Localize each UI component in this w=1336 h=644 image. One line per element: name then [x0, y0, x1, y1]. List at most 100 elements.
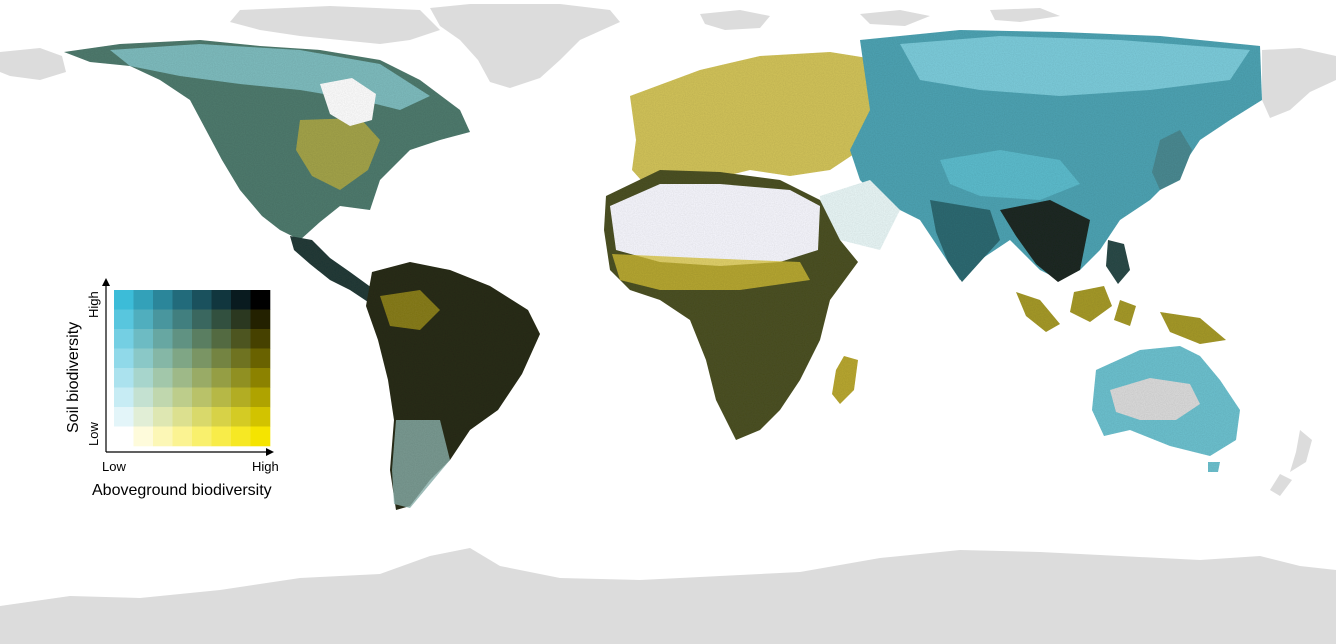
- sahel-yellow: [612, 254, 810, 290]
- new-zealand: [1270, 430, 1312, 496]
- bivariate-legend: Low High High Low Aboveground biodiversi…: [65, 278, 279, 499]
- legend-x-axis-title: Aboveground biodiversity: [92, 482, 272, 499]
- legend-x-high-label: High: [252, 459, 279, 474]
- hudson-bay: [320, 78, 376, 126]
- legend-cell: [172, 348, 193, 369]
- legend-cell: [172, 290, 193, 310]
- legend-x-low-label: Low: [102, 459, 126, 474]
- legend-cell: [114, 368, 134, 388]
- legend-cell: [211, 309, 232, 330]
- legend-cell: [114, 426, 134, 447]
- legend-cell: [192, 348, 212, 369]
- legend-cell: [114, 309, 134, 330]
- legend-cell: [231, 426, 251, 447]
- legend-cell: [114, 407, 134, 427]
- legend-color-grid: [114, 290, 271, 447]
- india: [930, 200, 1000, 282]
- legend-cell: [114, 329, 134, 349]
- legend-cell: [114, 387, 134, 408]
- legend-cell: [231, 407, 251, 427]
- legend-cell: [192, 309, 212, 330]
- madagascar: [832, 356, 858, 404]
- southeast-asia-dark: [1000, 200, 1090, 282]
- legend-cell: [211, 407, 232, 427]
- legend-cell: [211, 329, 232, 349]
- alaska-west-nodata: [0, 48, 66, 80]
- legend-cell: [250, 290, 271, 310]
- tasmania: [1208, 462, 1220, 472]
- legend-y-axis-title: Soil biodiversity: [65, 322, 82, 433]
- no-data-land: [0, 4, 1336, 644]
- legend-cell: [172, 387, 193, 408]
- legend-cell: [153, 309, 173, 330]
- legend-cell: [114, 290, 134, 310]
- legend-cell: [211, 348, 232, 369]
- legend-cell: [211, 387, 232, 408]
- legend-cell: [133, 407, 154, 427]
- legend-y-high-label: High: [86, 291, 101, 318]
- legend-y-low-label: Low: [86, 422, 101, 446]
- tibet-plateau: [940, 150, 1080, 200]
- legend-x-arrowhead: [266, 448, 274, 456]
- legend-cell: [133, 387, 154, 408]
- legend-cell: [172, 309, 193, 330]
- japan: [1152, 130, 1192, 190]
- legend-cell: [133, 309, 154, 330]
- legend-cell: [231, 387, 251, 408]
- legend-cell: [172, 426, 193, 447]
- legend-cell: [192, 329, 212, 349]
- australia-interior-nodata: [1110, 378, 1200, 420]
- legend-cell: [192, 368, 212, 388]
- arabia: [820, 180, 900, 250]
- legend-cell: [133, 426, 154, 447]
- europe: [630, 52, 880, 190]
- amazon-yellow: [380, 290, 440, 330]
- legend-cell: [231, 309, 251, 330]
- svalbard: [700, 10, 770, 30]
- north-america-east-yellow: [296, 118, 380, 190]
- legend-cell: [133, 368, 154, 388]
- legend-cell: [133, 329, 154, 349]
- legend-cell: [133, 290, 154, 310]
- legend-cell: [250, 309, 271, 330]
- legend-cell: [211, 368, 232, 388]
- far-east-russia-nodata: [1262, 48, 1336, 118]
- antarctica: [0, 548, 1336, 644]
- legend-cell: [231, 368, 251, 388]
- legend-cell: [153, 290, 173, 310]
- legend-cell: [172, 329, 193, 349]
- legend-cell: [250, 368, 271, 388]
- legend-cell: [133, 348, 154, 369]
- legend-cell: [250, 348, 271, 369]
- siberia-cyan: [900, 36, 1250, 96]
- legend-cell: [250, 387, 271, 408]
- south-america-south: [392, 420, 450, 508]
- greenland: [430, 4, 620, 88]
- canadian-arctic-islands: [230, 6, 440, 44]
- legend-cell: [192, 387, 212, 408]
- legend-cell: [211, 426, 232, 447]
- legend-cell: [231, 290, 251, 310]
- legend-cell: [192, 407, 212, 427]
- legend-cell: [250, 426, 271, 447]
- sahara: [610, 184, 820, 266]
- data-land: [64, 30, 1262, 510]
- philippines: [1106, 240, 1130, 284]
- legend-cell: [153, 329, 173, 349]
- legend-cell: [231, 348, 251, 369]
- legend-cell: [153, 407, 173, 427]
- legend-cell: [250, 407, 271, 427]
- legend-cell: [172, 407, 193, 427]
- indonesia-islands: [1016, 286, 1226, 344]
- legend-cell: [250, 329, 271, 349]
- legend-cell: [172, 368, 193, 388]
- legend-cell: [114, 348, 134, 369]
- central-america: [290, 236, 380, 302]
- siberian-islands: [860, 8, 1060, 26]
- legend-y-arrowhead: [102, 278, 110, 286]
- legend-cell: [153, 368, 173, 388]
- legend-cell: [211, 290, 232, 310]
- legend-cell: [153, 426, 173, 447]
- legend-cell: [231, 329, 251, 349]
